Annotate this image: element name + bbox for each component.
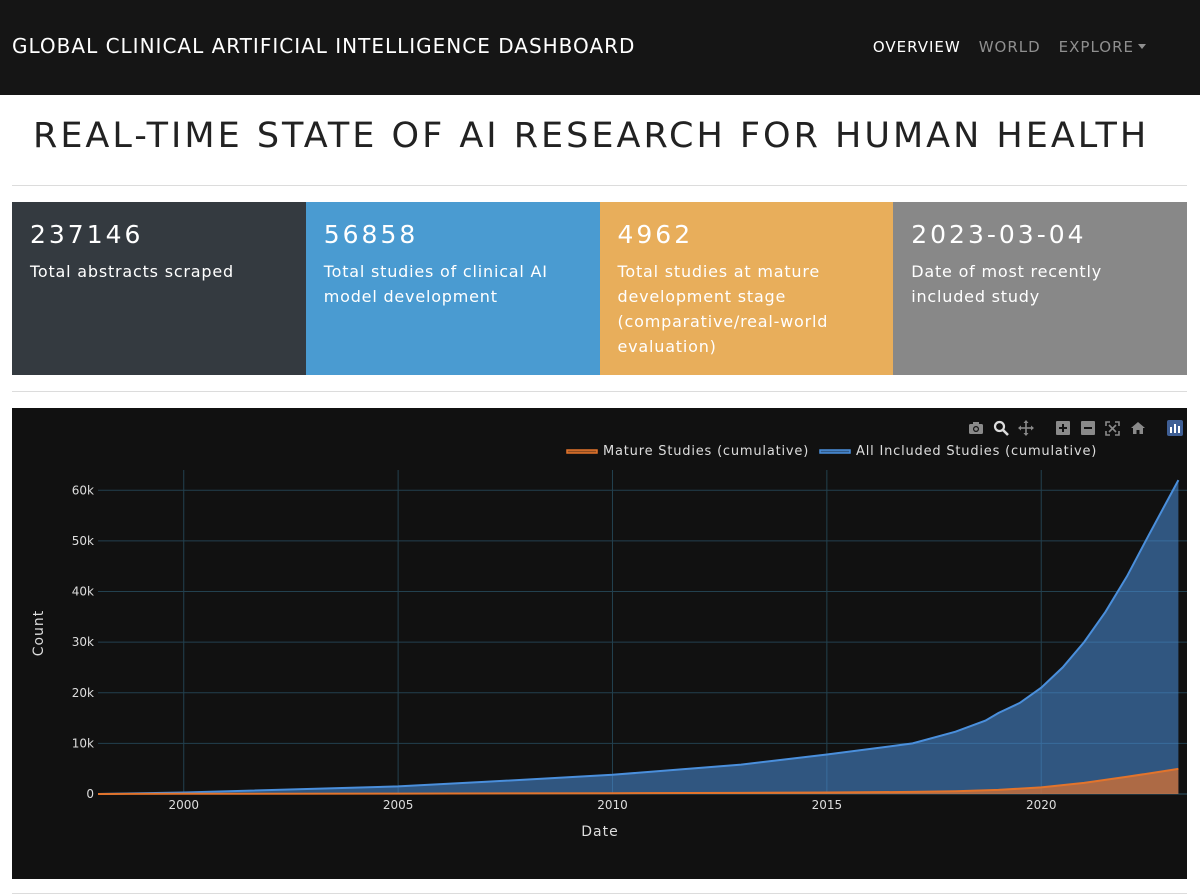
y-tick-label: 40k bbox=[72, 585, 94, 599]
page-title: REAL-TIME STATE OF AI RESEARCH FOR HUMAN… bbox=[33, 116, 1150, 156]
area-chart-svg[interactable]: 2000 2005 2010 2015 2020 0 10k 20k 30k 40k 50k 60k… bbox=[12, 408, 1187, 879]
chart-areas bbox=[97, 479, 1180, 795]
x-tick-label: 2000 bbox=[168, 798, 199, 812]
nav-explore-label: EXPLORE bbox=[1058, 38, 1134, 56]
stat-value: 4962 bbox=[617, 220, 694, 249]
autoscale-icon[interactable] bbox=[1100, 416, 1125, 440]
divider-middle bbox=[12, 391, 1187, 392]
y-tick-label: 30k bbox=[72, 635, 94, 649]
zoom-out-icon[interactable] bbox=[1075, 416, 1100, 440]
x-axis-label: Date bbox=[581, 824, 618, 840]
y-axis-ticks: 0 10k 20k 30k 40k 50k 60k bbox=[72, 483, 94, 801]
legend-item-all[interactable]: All Included Studies (cumulative) bbox=[819, 444, 1097, 459]
legend-label-mature: Mature Studies (cumulative) bbox=[603, 444, 809, 459]
pan-icon[interactable] bbox=[1013, 416, 1038, 440]
area-fill-series-0 bbox=[98, 768, 1179, 794]
stat-card-abstracts: 237146 Total abstracts scraped bbox=[12, 202, 306, 375]
y-tick-label: 60k bbox=[72, 483, 94, 497]
y-tick-label: 20k bbox=[72, 686, 94, 700]
reset-axes-icon[interactable] bbox=[1125, 416, 1150, 440]
x-tick-label: 2015 bbox=[812, 798, 843, 812]
stat-value: 2023-03-04 bbox=[911, 220, 1087, 249]
stat-card-development: 56858 Total studies of clinical AI model… bbox=[305, 202, 600, 375]
divider-bottom bbox=[12, 893, 1187, 894]
brand-title[interactable]: GLOBAL CLINICAL ARTIFICIAL INTELLIGENCE … bbox=[12, 34, 636, 58]
x-axis-ticks: 2000 2005 2010 2015 2020 bbox=[168, 798, 1056, 812]
chart-modebar bbox=[963, 416, 1187, 440]
y-tick-label: 0 bbox=[86, 787, 94, 801]
chart-legend: Mature Studies (cumulative) All Included… bbox=[566, 444, 1097, 459]
stat-card-latest-date: 2023-03-04 Date of most recently include… bbox=[893, 202, 1187, 375]
area-line-series-1[interactable] bbox=[97, 479, 1180, 795]
zoom-icon[interactable] bbox=[988, 416, 1013, 440]
legend-swatch-all bbox=[819, 449, 851, 454]
area-line-series-0[interactable] bbox=[97, 767, 1179, 795]
cumulative-studies-chart: 2000 2005 2010 2015 2020 0 10k 20k 30k 40k 50k 60k… bbox=[12, 408, 1187, 879]
x-tick-label: 2020 bbox=[1026, 798, 1057, 812]
y-tick-label: 10k bbox=[72, 736, 94, 750]
stat-label: Total studies at mature development stag… bbox=[617, 262, 829, 356]
stats-row: 237146 Total abstracts scraped 56858 Tot… bbox=[12, 202, 1187, 375]
zoom-in-icon[interactable] bbox=[1050, 416, 1075, 440]
nav-world[interactable]: WORLD bbox=[978, 38, 1041, 56]
area-fill-series-1 bbox=[98, 480, 1179, 794]
nav-overview[interactable]: OVERVIEW bbox=[872, 38, 961, 56]
stat-label: Total studies of clinical AI model devel… bbox=[323, 262, 548, 306]
stat-card-mature: 4962 Total studies at mature development… bbox=[599, 202, 894, 375]
stat-label: Date of most recently included study bbox=[911, 262, 1102, 306]
x-tick-label: 2010 bbox=[597, 798, 628, 812]
y-axis-label: Count bbox=[31, 610, 47, 657]
stat-label: Total abstracts scraped bbox=[30, 262, 234, 281]
legend-label-all: All Included Studies (cumulative) bbox=[856, 444, 1097, 459]
chart-grid bbox=[98, 470, 1187, 795]
main-nav: OVERVIEW WORLD EXPLORE bbox=[873, 38, 1146, 56]
chevron-down-icon bbox=[1138, 43, 1146, 49]
plotly-logo-icon[interactable] bbox=[1162, 416, 1187, 440]
x-tick-label: 2005 bbox=[383, 798, 414, 812]
stat-value: 56858 bbox=[323, 220, 419, 249]
y-tick-label: 50k bbox=[72, 534, 94, 548]
divider-top bbox=[12, 185, 1187, 186]
legend-swatch-mature bbox=[566, 449, 598, 454]
stat-value: 237146 bbox=[30, 220, 144, 249]
legend-item-mature[interactable]: Mature Studies (cumulative) bbox=[566, 444, 809, 459]
camera-icon[interactable] bbox=[963, 416, 988, 440]
nav-explore-dropdown[interactable]: EXPLORE bbox=[1059, 38, 1146, 56]
top-navbar: GLOBAL CLINICAL ARTIFICIAL INTELLIGENCE … bbox=[0, 0, 1200, 95]
